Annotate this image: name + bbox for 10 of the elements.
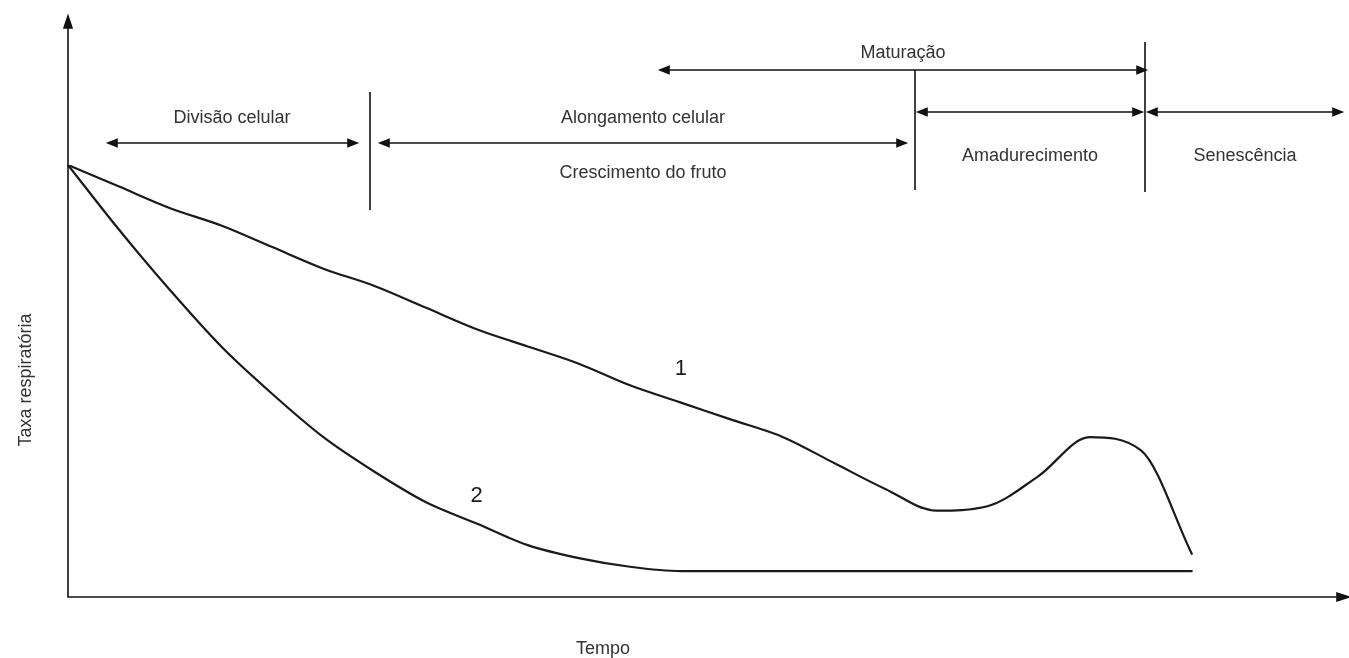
text: Maturação xyxy=(860,41,946,63)
text: Senescência xyxy=(1193,144,1297,166)
series-label: 1 xyxy=(674,354,688,380)
x-axis-title: Tempo xyxy=(575,637,631,658)
annotation: Crescimento do fruto xyxy=(559,161,727,183)
text: Alongamento celular xyxy=(560,106,726,128)
text: Amadurecimento xyxy=(961,144,1099,166)
text: Divisão celular xyxy=(173,106,291,128)
y-axis-title: Taxa respiratória xyxy=(14,313,36,447)
series-label: 2 xyxy=(470,481,483,507)
